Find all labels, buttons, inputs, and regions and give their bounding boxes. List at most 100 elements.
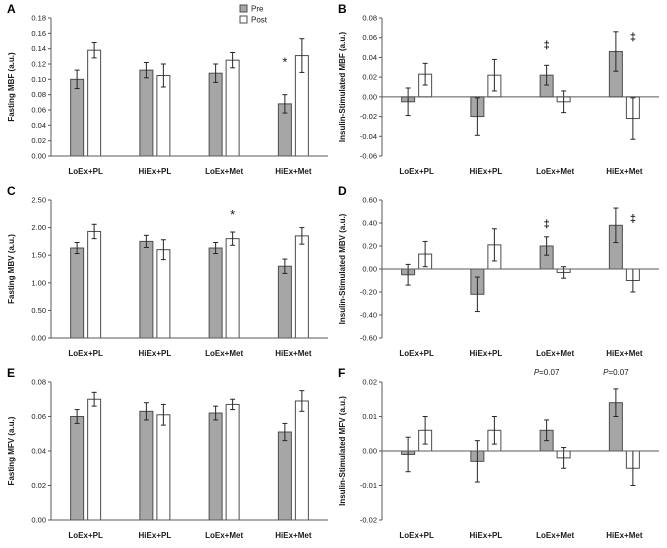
svg-text:-0.06: -0.06 [360,152,377,161]
svg-text:LoEx+Met: LoEx+Met [536,167,574,176]
svg-text:P=0.07: P=0.07 [534,368,560,377]
svg-text:HiEx+Met: HiEx+Met [606,167,643,176]
panel-B: B -0.06 -0.04 -0.02 0.00 0.02 0.04 0.06 0.08 LoE… [336,0,667,182]
svg-text:-0.02: -0.02 [360,516,377,525]
svg-text:0.18: 0.18 [31,14,46,23]
svg-text:0.02: 0.02 [31,136,46,145]
svg-text:Fasting MBV (a.u.): Fasting MBV (a.u.) [7,234,16,304]
panel-letter-A: A [7,2,16,16]
svg-text:LoEx+PL: LoEx+PL [68,349,103,358]
svg-text:0.16: 0.16 [31,29,46,38]
svg-text:0.00: 0.00 [362,265,377,274]
svg-text:1.50: 1.50 [31,251,46,260]
svg-text:HiEx+PL: HiEx+PL [470,349,503,358]
panel-D: D -0.60 -0.40 -0.20 0.00 0.20 0.40 0.60 LoEx+PL… [336,182,667,364]
svg-text:0.60: 0.60 [362,196,377,205]
svg-text:LoEx+PL: LoEx+PL [399,167,434,176]
svg-text:HiEx+Met: HiEx+Met [275,349,312,358]
svg-text:Insulin-Stimulated MBV (a.u.): Insulin-Stimulated MBV (a.u.) [338,213,347,324]
panel-E: E 0.00 0.02 0.04 0.06 0.08 LoEx+PL HiEx+PL LoEx… [5,364,336,546]
svg-text:*: * [282,54,287,69]
panel-letter-F: F [338,366,346,380]
svg-text:-0.40: -0.40 [360,311,377,320]
svg-text:0.00: 0.00 [362,92,377,101]
svg-text:HiEx+PL: HiEx+PL [139,349,172,358]
svg-text:HiEx+Met: HiEx+Met [275,531,312,540]
svg-text:0.00: 0.00 [362,447,377,456]
svg-text:HiEx+Met: HiEx+Met [606,349,643,358]
svg-text:HiEx+Met: HiEx+Met [606,531,643,540]
svg-text:0.06: 0.06 [31,106,46,115]
svg-text:LoEx+Met: LoEx+Met [536,531,574,540]
svg-text:LoEx+Met: LoEx+Met [205,349,243,358]
chart-fasting-mbv: 0.00 0.50 1.00 1.50 2.00 2.50 LoEx+PL HiEx+PL Lo… [7,196,328,358]
svg-text:LoEx+PL: LoEx+PL [399,531,434,540]
svg-text:HiEx+PL: HiEx+PL [470,167,503,176]
svg-text:0.02: 0.02 [362,378,377,387]
svg-text:*: * [230,207,235,222]
svg-text:0.50: 0.50 [31,306,46,315]
svg-text:2.00: 2.00 [31,223,46,232]
svg-text:P=0.07: P=0.07 [603,368,629,377]
panel-C: C 0.00 0.50 1.00 1.50 2.00 2.50 LoEx+PL HiEx+PL… [5,182,336,364]
svg-text:0.40: 0.40 [362,219,377,228]
svg-text:0.06: 0.06 [31,412,46,421]
svg-text:0.02: 0.02 [31,481,46,490]
svg-text:0.00: 0.00 [31,152,46,161]
svg-text:0.08: 0.08 [31,378,46,387]
chart-fasting-mfv: 0.00 0.02 0.04 0.06 0.08 LoEx+PL HiEx+PL LoEx+M… [7,378,328,540]
svg-text:Fasting MFV (a.u.): Fasting MFV (a.u.) [7,416,16,485]
svg-text:LoEx+PL: LoEx+PL [399,349,434,358]
panel-letter-C: C [7,184,16,198]
svg-text:HiEx+PL: HiEx+PL [470,531,503,540]
svg-text:Insulin-Stimulated MFV (a.u.): Insulin-Stimulated MFV (a.u.) [338,396,347,506]
svg-text:2.50: 2.50 [31,196,46,205]
svg-text:‡: ‡ [630,32,636,44]
svg-text:Pre: Pre [251,5,264,14]
chart-insulin-stimulated-mbf: -0.06 -0.04 -0.02 0.00 0.02 0.04 0.06 0.08 LoEx+… [338,14,659,176]
svg-text:-0.60: -0.60 [360,334,377,343]
svg-text:-0.20: -0.20 [360,288,377,297]
svg-text:LoEx+PL: LoEx+PL [68,531,103,540]
svg-text:‡: ‡ [544,40,550,52]
svg-text:-0.04: -0.04 [360,132,377,141]
panel-F: F -0.02 -0.01 0.00 0.01 0.02 LoEx+PL HiEx+PL Lo… [336,364,667,546]
svg-text:LoEx+Met: LoEx+Met [536,349,574,358]
svg-text:Insulin-Stimulated MBF (a.u.): Insulin-Stimulated MBF (a.u.) [338,32,347,143]
svg-text:1.00: 1.00 [31,278,46,287]
svg-text:0.20: 0.20 [362,242,377,251]
svg-text:0.02: 0.02 [362,73,377,82]
svg-text:0.04: 0.04 [31,121,46,130]
chart-insulin-stimulated-mfv: -0.02 -0.01 0.00 0.01 0.02 LoEx+PL HiEx+PL LoEx… [338,368,659,540]
panel-letter-E: E [7,366,16,380]
svg-text:0.08: 0.08 [362,14,377,23]
svg-text:0.04: 0.04 [362,53,377,62]
chart-fasting-mbf: 0.00 0.02 0.04 0.06 0.08 0.10 0.12 0.14 0.16 0.18… [7,4,328,176]
panel-A: A 0.00 0.02 0.04 0.06 0.08 0.10 0.12 0.14 0.16 0.… [5,0,336,182]
svg-text:‡: ‡ [630,213,636,225]
svg-text:0.10: 0.10 [31,75,46,84]
svg-text:0.08: 0.08 [31,90,46,99]
svg-text:HiEx+PL: HiEx+PL [139,531,172,540]
svg-text:Post: Post [251,16,268,25]
svg-text:0.12: 0.12 [31,60,46,69]
svg-text:HiEx+Met: HiEx+Met [275,167,312,176]
svg-text:0.00: 0.00 [31,516,46,525]
svg-text:LoEx+Met: LoEx+Met [205,167,243,176]
panel-letter-B: B [338,2,347,16]
svg-text:0.14: 0.14 [31,44,46,53]
svg-text:Fasting MBF (a.u.): Fasting MBF (a.u.) [7,52,16,122]
chart-insulin-stimulated-mbv: -0.60 -0.40 -0.20 0.00 0.20 0.40 0.60 LoEx+PL Hi… [338,196,659,358]
svg-text:LoEx+Met: LoEx+Met [205,531,243,540]
svg-text:HiEx+PL: HiEx+PL [139,167,172,176]
svg-text:0.04: 0.04 [31,447,46,456]
panel-letter-D: D [338,184,347,198]
svg-text:‡: ‡ [544,219,550,231]
svg-text:0.06: 0.06 [362,33,377,42]
svg-text:-0.02: -0.02 [360,112,377,121]
svg-text:LoEx+PL: LoEx+PL [68,167,103,176]
svg-text:-0.01: -0.01 [360,481,377,490]
svg-text:0.01: 0.01 [362,412,377,421]
svg-text:0.00: 0.00 [31,334,46,343]
